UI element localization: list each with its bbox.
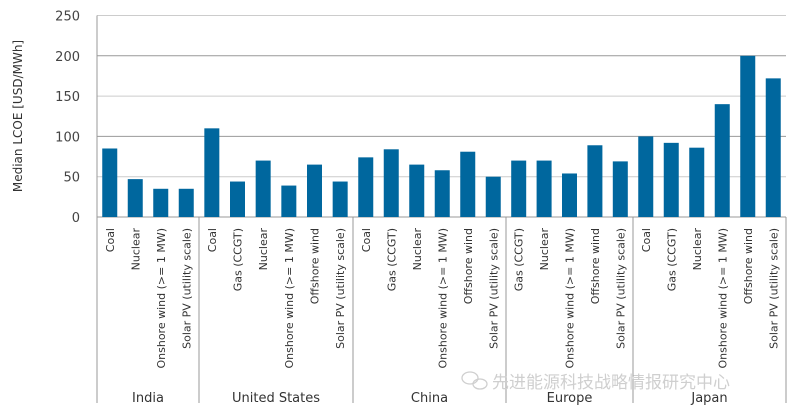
bar xyxy=(689,147,705,217)
category-label: Onshore wind (>= 1 MW) xyxy=(564,228,577,369)
category-label: Coal xyxy=(640,228,653,252)
bar xyxy=(358,157,374,217)
category-label: Coal xyxy=(360,228,373,252)
y-tick-label: 100 xyxy=(55,130,80,145)
bar xyxy=(307,164,322,217)
bar xyxy=(663,142,679,217)
category-label: Offshore wind xyxy=(462,228,475,304)
category-label: Nuclear xyxy=(257,228,270,271)
bar xyxy=(740,55,756,217)
category-label: Solar PV (utility scale) xyxy=(767,228,780,349)
category-label: Onshore wind (>= 1 MW) xyxy=(283,228,296,369)
category-label: Nuclear xyxy=(411,228,424,271)
category-label: Gas (CCGT) xyxy=(665,228,678,291)
y-tick-label: 250 xyxy=(55,10,80,25)
category-label: Nuclear xyxy=(129,228,142,271)
bar xyxy=(332,181,348,217)
category-label: Gas (CCGT) xyxy=(385,228,398,291)
bars xyxy=(102,55,781,217)
bar xyxy=(409,164,425,217)
bar xyxy=(587,145,603,217)
bar xyxy=(638,136,654,217)
y-tick-label: 150 xyxy=(55,90,80,105)
y-axis-ticks: 0 50 100 150 200 250 xyxy=(55,10,80,227)
category-label: Gas (CCGT) xyxy=(513,228,526,291)
bar xyxy=(281,185,297,217)
bar xyxy=(612,161,628,217)
group-label: Japan xyxy=(690,391,727,406)
bar xyxy=(562,173,577,217)
category-label: Offshore wind xyxy=(589,228,602,304)
group-labels: India United States China Europe Japan xyxy=(132,391,728,406)
bar xyxy=(204,128,220,217)
category-label: Coal xyxy=(206,228,219,252)
bar xyxy=(178,188,194,217)
bar xyxy=(230,181,245,217)
y-tick-label: 0 xyxy=(72,211,80,226)
category-label: Onshore wind (>= 1 MW) xyxy=(155,228,168,369)
category-label: Solar PV (utility scale) xyxy=(334,228,347,349)
category-label: Solar PV (utility scale) xyxy=(487,228,500,349)
bar xyxy=(485,176,501,217)
watermark: 先进能源科技战略情报研究中心 xyxy=(461,371,730,393)
category-label: Nuclear xyxy=(538,228,551,271)
wechat-icon xyxy=(461,371,488,390)
bar xyxy=(102,148,118,217)
bar xyxy=(536,160,552,217)
category-label: Gas (CCGT) xyxy=(232,228,245,291)
category-label: Coal xyxy=(104,228,117,252)
y-tick-label: 50 xyxy=(63,171,80,186)
bar xyxy=(383,149,399,217)
category-label: Nuclear xyxy=(691,228,704,271)
group-label: United States xyxy=(232,391,320,406)
group-label: Europe xyxy=(547,391,593,406)
category-label: Offshore wind xyxy=(309,228,322,304)
y-tick-label: 200 xyxy=(55,50,80,65)
category-label: Offshore wind xyxy=(742,228,755,304)
bar xyxy=(460,151,476,217)
category-label: Solar PV (utility scale) xyxy=(614,228,627,349)
bar xyxy=(714,104,730,217)
watermark-text: 先进能源科技战略情报研究中心 xyxy=(492,373,730,393)
bar xyxy=(511,160,527,217)
category-label: Onshore wind (>= 1 MW) xyxy=(716,228,729,369)
bar xyxy=(434,170,450,217)
group-label: China xyxy=(411,391,448,406)
bar xyxy=(127,179,143,217)
bar xyxy=(255,160,271,217)
bar xyxy=(153,188,169,217)
group-label: India xyxy=(132,391,164,406)
y-axis-label: Median LCOE [USD/MWh] xyxy=(11,40,25,192)
category-label: Solar PV (utility scale) xyxy=(180,228,193,349)
category-label: Onshore wind (>= 1 MW) xyxy=(436,228,449,369)
bar xyxy=(765,78,781,217)
category-labels: Coal Nuclear Onshore wind (>= 1 MW) Solar P… xyxy=(104,228,781,369)
